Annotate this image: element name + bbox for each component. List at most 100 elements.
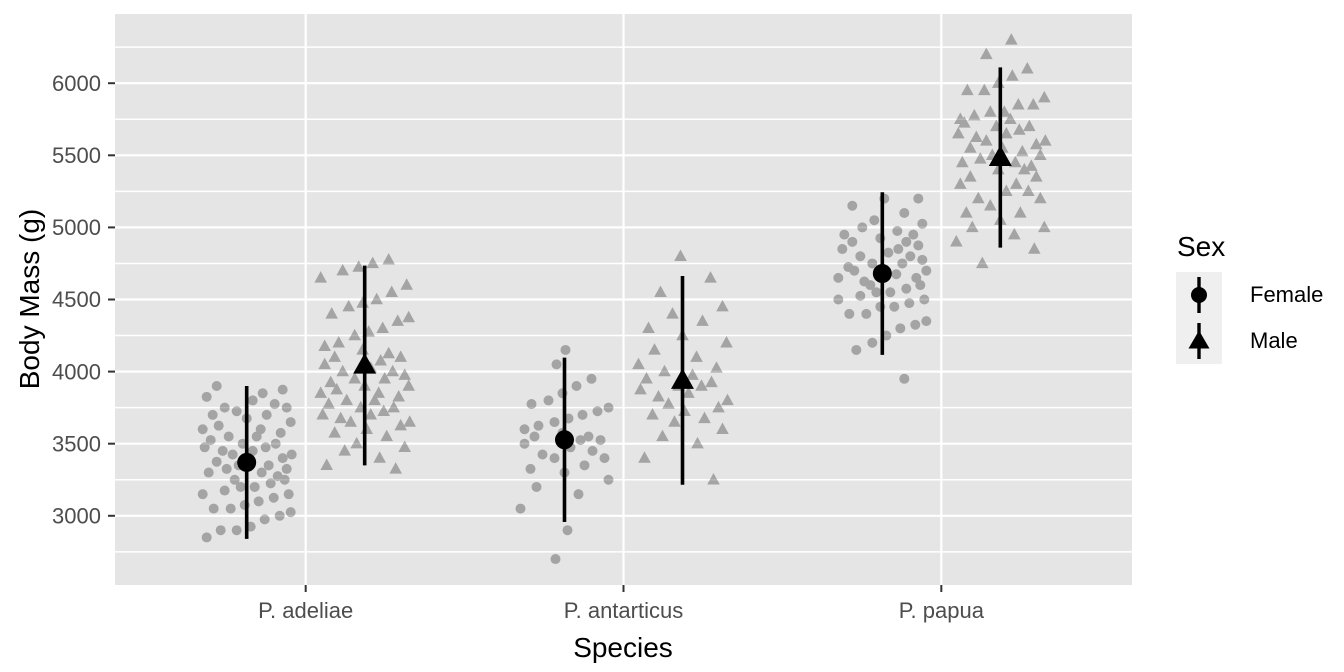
data-point-triangle	[704, 271, 717, 283]
data-point-circle	[274, 510, 285, 521]
data-point-circle	[571, 381, 582, 392]
data-point-circle	[519, 438, 530, 449]
data-point-circle	[861, 308, 872, 319]
data-point-triangle	[403, 415, 416, 427]
data-point-triangle	[344, 415, 357, 427]
data-point-triangle	[352, 260, 365, 272]
data-point-triangle	[964, 170, 977, 182]
data-point-circle	[277, 384, 288, 395]
data-point-triangle	[402, 379, 415, 391]
data-point-triangle	[964, 141, 977, 153]
data-point-triangle	[398, 440, 411, 452]
data-point-circle	[551, 359, 562, 370]
data-point-circle	[595, 435, 606, 446]
data-point-triangle	[334, 411, 347, 424]
data-point-circle	[587, 445, 598, 456]
data-point-circle	[847, 200, 858, 211]
data-point-circle	[223, 431, 234, 442]
data-point-circle	[526, 399, 537, 410]
data-point-triangle	[1022, 184, 1035, 197]
data-point-triangle	[656, 429, 669, 442]
legend-label-male: Male	[1250, 328, 1298, 353]
data-point-triangle	[316, 408, 329, 420]
data-point-triangle	[380, 429, 393, 442]
data-point-triangle	[400, 278, 413, 290]
data-point-triangle	[1038, 220, 1051, 233]
data-point-triangle	[330, 382, 343, 395]
data-point-circle	[562, 525, 573, 536]
data-point-triangle	[1000, 184, 1013, 197]
data-point-circle	[871, 287, 882, 298]
data-point-triangle	[980, 134, 993, 146]
y-tick-label: 4000	[52, 359, 101, 384]
data-point-triangle	[336, 364, 349, 377]
data-point-circle	[260, 442, 271, 453]
x-axis-title: Species	[573, 632, 673, 663]
data-point-circle	[575, 435, 586, 446]
data-point-circle	[270, 438, 281, 449]
data-point-triangle	[668, 415, 681, 427]
legend-item-female: Female	[1176, 272, 1323, 318]
data-point-circle	[904, 298, 915, 309]
data-point-triangle	[378, 372, 391, 384]
data-point-circle	[235, 481, 246, 492]
data-point-circle	[549, 417, 560, 428]
data-point-circle	[843, 262, 854, 273]
data-point-triangle	[960, 206, 973, 218]
data-point-triangle	[972, 191, 985, 204]
jitter-points	[197, 33, 1052, 565]
data-point-triangle	[954, 112, 967, 124]
data-point-triangle	[984, 105, 997, 117]
data-point-circle	[283, 489, 294, 500]
data-point-triangle	[642, 321, 655, 334]
data-point-triangle	[1016, 144, 1029, 157]
data-point-circle	[537, 449, 548, 460]
data-point-circle	[899, 207, 910, 218]
data-point-triangle	[1013, 123, 1026, 135]
data-point-triangle	[391, 314, 404, 326]
data-point-triangle	[318, 357, 331, 370]
data-point-triangle	[720, 335, 733, 348]
data-point-triangle	[386, 364, 399, 377]
data-point-triangle	[980, 47, 993, 60]
data-point-triangle	[968, 108, 981, 121]
data-point-circle	[833, 272, 844, 283]
y-tick-label: 5000	[52, 215, 101, 240]
y-tick-label: 6000	[52, 71, 101, 96]
data-point-triangle	[314, 271, 327, 283]
data-point-triangle	[402, 310, 415, 323]
data-point-circle	[265, 478, 276, 489]
data-point-triangle	[364, 408, 377, 420]
jitter-1-female	[515, 344, 614, 565]
data-point-circle	[579, 460, 590, 471]
pointrange-1-male	[671, 275, 694, 485]
data-point-circle	[199, 442, 210, 453]
data-point-circle	[577, 409, 588, 420]
data-point-triangle	[721, 393, 734, 406]
data-point-triangle	[1034, 148, 1047, 161]
y-axis-title: Body Mass (g)	[14, 208, 45, 390]
data-point-circle	[515, 503, 526, 514]
data-point-circle	[550, 554, 561, 565]
pointrange-2-female	[872, 192, 892, 355]
data-point-triangle	[322, 397, 335, 409]
data-point-circle	[225, 503, 236, 514]
data-point-triangle	[698, 411, 711, 424]
data-point-triangle	[646, 408, 659, 420]
data-point-triangle	[1030, 137, 1043, 150]
data-point-triangle	[1012, 98, 1025, 110]
data-point-circle	[867, 337, 878, 348]
data-point-circle	[257, 388, 268, 399]
data-point-circle	[255, 424, 266, 435]
data-point-triangle	[374, 353, 387, 366]
data-point-triangle	[716, 422, 729, 434]
data-point-triangle	[710, 361, 723, 373]
data-point-circle	[895, 323, 906, 334]
data-point-circle	[221, 463, 232, 474]
data-point-circle	[892, 226, 903, 237]
data-point-circle	[219, 485, 230, 496]
data-point-circle	[833, 294, 844, 305]
data-point-circle	[885, 287, 896, 298]
data-point-triangle	[1009, 155, 1022, 168]
